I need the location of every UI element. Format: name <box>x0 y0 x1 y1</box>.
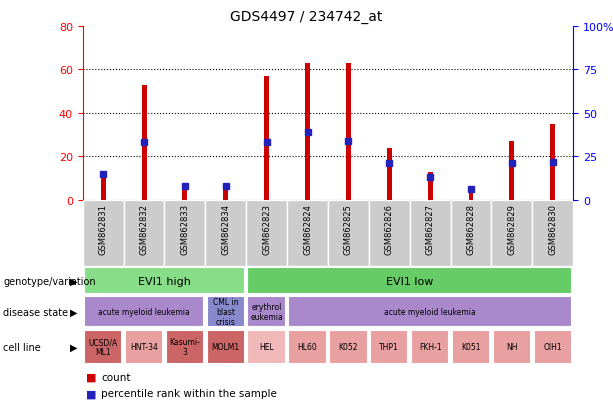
Bar <box>83 200 124 266</box>
Bar <box>533 330 572 364</box>
Bar <box>125 330 163 364</box>
Text: CML in
blast
crisis: CML in blast crisis <box>213 297 238 327</box>
Bar <box>248 330 286 364</box>
Bar <box>142 85 147 200</box>
Bar <box>101 178 105 200</box>
Bar <box>287 200 328 266</box>
Bar <box>288 330 327 364</box>
Text: EVI1 low: EVI1 low <box>386 276 433 286</box>
Bar <box>166 330 204 364</box>
Text: THP1: THP1 <box>379 342 399 351</box>
Bar <box>532 200 573 266</box>
Text: GSM862827: GSM862827 <box>425 204 435 254</box>
Bar <box>409 200 451 266</box>
Text: ▶: ▶ <box>70 342 78 352</box>
Text: Kasumi-
3: Kasumi- 3 <box>169 337 200 356</box>
Bar <box>492 200 532 266</box>
Bar <box>387 148 392 200</box>
Bar <box>84 268 245 294</box>
Text: count: count <box>101 372 131 382</box>
Text: GSM862829: GSM862829 <box>508 204 516 254</box>
Bar <box>346 64 351 200</box>
Text: ■: ■ <box>86 388 96 398</box>
Text: GSM862828: GSM862828 <box>466 204 476 254</box>
Text: HEL: HEL <box>259 342 274 351</box>
Text: GSM862824: GSM862824 <box>303 204 312 254</box>
Bar <box>207 297 245 327</box>
Text: genotype/variation: genotype/variation <box>3 276 96 286</box>
Text: UCSD/A
ML1: UCSD/A ML1 <box>88 337 118 356</box>
Text: HL60: HL60 <box>298 342 318 351</box>
Bar <box>452 330 490 364</box>
Bar <box>305 64 310 200</box>
Text: GSM862826: GSM862826 <box>385 204 394 254</box>
Text: K052: K052 <box>338 342 358 351</box>
Text: GSM862823: GSM862823 <box>262 204 271 254</box>
Bar <box>428 172 433 200</box>
Text: FKH-1: FKH-1 <box>419 342 441 351</box>
Bar <box>509 142 514 200</box>
Text: GDS4497 / 234742_at: GDS4497 / 234742_at <box>230 10 383 24</box>
Bar <box>207 330 245 364</box>
Bar <box>370 330 408 364</box>
Bar <box>246 200 287 266</box>
Text: GSM862833: GSM862833 <box>180 204 189 254</box>
Text: GSM862825: GSM862825 <box>344 204 353 254</box>
Bar <box>248 268 572 294</box>
Bar <box>411 330 449 364</box>
Bar <box>248 297 286 327</box>
Text: ▶: ▶ <box>70 276 78 286</box>
Bar <box>164 200 205 266</box>
Bar <box>288 297 572 327</box>
Text: disease state: disease state <box>3 307 68 317</box>
Bar <box>84 297 204 327</box>
Text: percentile rank within the sample: percentile rank within the sample <box>101 388 277 398</box>
Bar <box>84 330 123 364</box>
Bar <box>223 188 228 200</box>
Bar <box>264 77 269 200</box>
Text: GSM862830: GSM862830 <box>548 204 557 254</box>
Text: GSM862832: GSM862832 <box>140 204 148 254</box>
Text: cell line: cell line <box>3 342 41 352</box>
Text: acute myeloid leukemia: acute myeloid leukemia <box>98 307 190 316</box>
Bar <box>124 200 164 266</box>
Bar <box>468 192 473 200</box>
Bar <box>369 200 409 266</box>
Text: acute myeloid leukemia: acute myeloid leukemia <box>384 307 476 316</box>
Text: ▶: ▶ <box>70 307 78 317</box>
Text: ■: ■ <box>86 372 96 382</box>
Text: GSM862834: GSM862834 <box>221 204 230 254</box>
Text: OIH1: OIH1 <box>543 342 562 351</box>
Bar <box>183 188 188 200</box>
Text: GSM862831: GSM862831 <box>99 204 108 254</box>
Text: erythrol
eukemia: erythrol eukemia <box>250 302 283 321</box>
Bar <box>205 200 246 266</box>
Text: MOLM1: MOLM1 <box>211 342 240 351</box>
Bar <box>328 200 369 266</box>
Text: K051: K051 <box>461 342 481 351</box>
Bar <box>451 200 492 266</box>
Bar <box>550 124 555 200</box>
Text: HNT-34: HNT-34 <box>130 342 158 351</box>
Bar <box>329 330 368 364</box>
Text: EVI1 high: EVI1 high <box>138 276 191 286</box>
Text: NH: NH <box>506 342 517 351</box>
Bar <box>493 330 531 364</box>
